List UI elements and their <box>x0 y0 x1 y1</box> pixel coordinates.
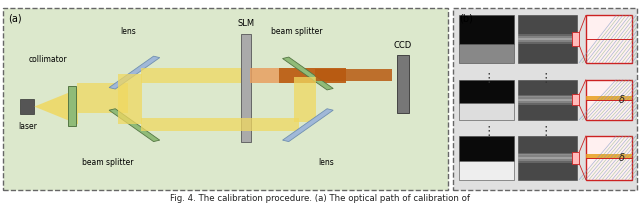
Bar <box>241 34 251 142</box>
Bar <box>518 136 577 180</box>
Bar <box>572 152 579 164</box>
Bar <box>518 96 577 98</box>
Text: beam splitter: beam splitter <box>271 27 323 36</box>
Bar <box>586 80 632 120</box>
FancyArrow shape <box>141 118 299 131</box>
Polygon shape <box>68 86 76 126</box>
Text: (a): (a) <box>8 14 22 24</box>
Bar <box>518 152 577 155</box>
Polygon shape <box>109 109 160 142</box>
Polygon shape <box>109 56 160 89</box>
Polygon shape <box>35 89 78 124</box>
Bar <box>518 42 577 44</box>
Bar <box>572 94 579 105</box>
FancyArrow shape <box>118 74 142 124</box>
FancyArrow shape <box>279 68 346 83</box>
Bar <box>518 98 577 101</box>
FancyArrow shape <box>141 68 250 83</box>
Text: laser: laser <box>18 122 36 131</box>
Bar <box>518 80 577 120</box>
Bar <box>586 136 632 180</box>
Bar <box>518 36 577 38</box>
FancyArrow shape <box>77 83 128 113</box>
FancyArrow shape <box>315 69 392 81</box>
Bar <box>586 154 632 159</box>
Bar <box>518 40 577 42</box>
Text: CCD: CCD <box>394 41 412 50</box>
Bar <box>518 95 577 97</box>
Bar <box>518 38 577 40</box>
Bar <box>572 33 579 46</box>
Bar <box>518 101 577 103</box>
Bar <box>586 15 632 63</box>
Text: Fig. 4. The calibration procedure. (a) The optical path of calibration of: Fig. 4. The calibration procedure. (a) T… <box>170 194 470 203</box>
Text: beam splitter: beam splitter <box>82 158 134 167</box>
Bar <box>459 80 514 103</box>
Bar <box>518 160 577 163</box>
Text: ⋮: ⋮ <box>539 71 552 84</box>
Bar <box>459 103 514 120</box>
FancyArrow shape <box>294 77 316 122</box>
Bar <box>518 34 577 36</box>
Bar <box>518 154 577 157</box>
Bar <box>459 136 514 161</box>
Text: SLM: SLM <box>237 19 255 28</box>
Text: lens: lens <box>318 158 333 167</box>
Polygon shape <box>283 57 333 90</box>
Bar <box>459 15 514 44</box>
Bar <box>518 103 577 105</box>
Text: lens: lens <box>120 27 136 36</box>
Bar <box>397 55 410 113</box>
Text: $\delta$: $\delta$ <box>618 151 625 163</box>
Bar <box>459 161 514 180</box>
Bar <box>20 99 35 114</box>
Text: $\delta$: $\delta$ <box>618 93 625 105</box>
Text: ⋮: ⋮ <box>539 125 552 138</box>
Text: ⋮: ⋮ <box>482 71 494 84</box>
FancyArrow shape <box>250 68 346 83</box>
Bar <box>459 44 514 63</box>
Bar <box>518 157 577 159</box>
Text: (b): (b) <box>459 14 472 24</box>
Polygon shape <box>283 109 333 142</box>
Bar <box>518 15 577 63</box>
Bar <box>586 96 632 101</box>
Text: collimator: collimator <box>28 55 67 63</box>
Bar <box>518 159 577 161</box>
Text: ⋮: ⋮ <box>482 125 494 138</box>
